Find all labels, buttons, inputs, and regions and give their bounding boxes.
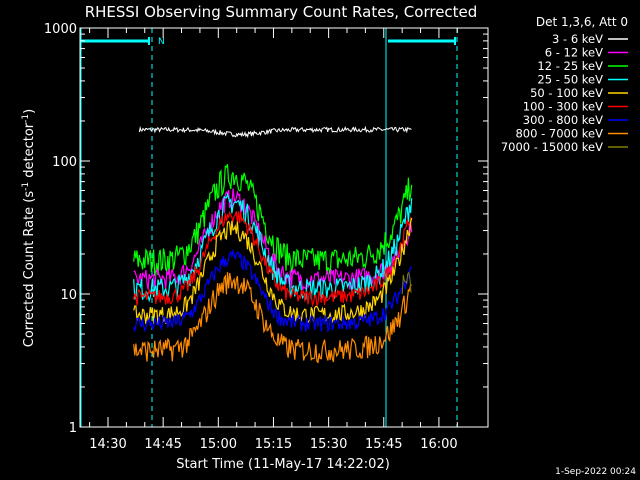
legend-label: 7000 - 15000 keV [501,140,603,154]
y-axis-label-main: Corrected Count Rate (s [22,191,37,348]
series-line-300-800-kev [133,248,412,333]
legend-label: 25 - 50 keV [537,73,603,87]
x-tick-label: 16:00 [420,437,457,452]
series-line-3-6-kev [138,125,412,139]
legend-label: 800 - 7000 keV [515,127,603,141]
chart-title: RHESSI Observing Summary Count Rates, Co… [85,3,478,21]
legend-label: 300 - 800 keV [523,113,603,127]
x-tick-label: 14:45 [144,437,181,452]
y-tick-label: 10 [60,288,77,303]
y-axis-ticks: 1 10 100 1000 [44,22,488,436]
series-line-7000-15000-kev [401,271,412,295]
x-tick-label: 15:45 [365,437,402,452]
series-line-100-300-kev [133,210,413,308]
legend-label: 100 - 300 keV [523,100,603,114]
legend-label: 3 - 6 keV [552,32,603,46]
y-axis-label-sup2: -1 [21,114,31,123]
legend-label: 12 - 25 keV [537,59,603,73]
plot-frame [79,27,489,428]
legend-label: 6 - 12 keV [545,46,603,60]
y-tick-label: 1 [69,421,77,436]
x-tick-label: 15:30 [310,437,347,452]
y-axis-label-end: ) [22,109,37,114]
plot-area: N [80,28,458,427]
y-tick-label: 1000 [44,22,77,37]
x-tick-label: 14:30 [89,437,126,452]
series-line-800-7000-kev [133,272,412,364]
legend-header: Det 1,3,6, Att 0 [536,15,628,29]
y-tick-label: 100 [52,155,77,170]
series-line-12-25-kev [133,163,413,276]
x-axis-ticks: 14:30 14:45 15:00 15:15 15:30 15:45 16:00 [89,28,458,452]
x-tick-label: 15:00 [200,437,237,452]
x-tick-label: 15:15 [255,437,292,452]
y-axis-label: Corrected Count Rate (s-1 detector-1) [21,109,37,347]
y-axis-label-sup1: -1 [21,182,31,191]
legend-label: 50 - 100 keV [530,86,603,100]
night-marker: N [158,37,165,47]
x-axis-label: Start Time (11-May-17 14:22:02) [176,457,390,472]
y-axis-label-mid: detector [22,122,37,182]
footer-date: 1-Sep-2022 00:24 [555,467,636,477]
